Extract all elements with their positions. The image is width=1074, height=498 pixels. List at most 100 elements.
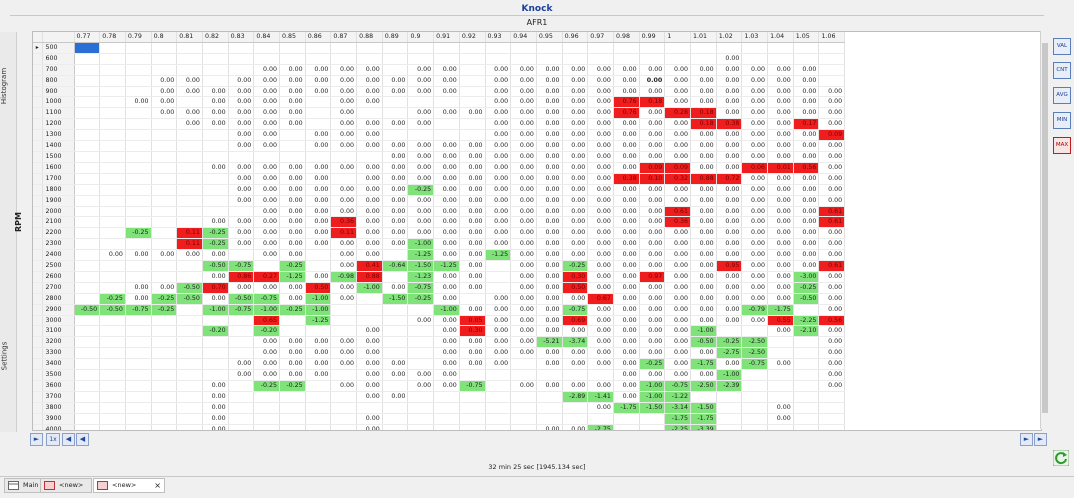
table-cell[interactable]: 0.00 <box>818 195 846 207</box>
table-cell[interactable]: 0.00 <box>664 227 691 240</box>
table-cell[interactable]: 0.00 <box>793 96 820 109</box>
row-header[interactable]: 1000 <box>42 96 75 109</box>
table-cell[interactable]: 0.00 <box>330 260 358 272</box>
table-cell[interactable]: 0.00 <box>613 325 640 338</box>
table-cell[interactable]: -0.50 <box>228 293 255 305</box>
table-cell[interactable] <box>228 380 255 392</box>
row-indicator[interactable] <box>33 64 43 76</box>
table-cell[interactable]: 0.00 <box>433 173 460 185</box>
table-cell[interactable]: -1.25 <box>407 249 435 262</box>
table-cell[interactable] <box>485 391 512 403</box>
table-cell[interactable]: 0.00 <box>330 380 358 392</box>
row-header[interactable]: 600 <box>42 53 75 65</box>
table-cell[interactable]: 0.00 <box>510 96 537 109</box>
table-cell[interactable] <box>407 358 435 371</box>
table-cell[interactable]: 0.06 <box>741 162 769 174</box>
table-cell[interactable] <box>125 347 152 360</box>
table-cell[interactable]: 0.00 <box>202 271 229 283</box>
scroll-thumb[interactable] <box>1042 43 1048 413</box>
table-cell[interactable]: 0.38 <box>716 118 743 131</box>
table-cell[interactable] <box>151 118 178 131</box>
table-cell[interactable]: 0.00 <box>741 75 769 87</box>
table-cell[interactable]: 0.00 <box>587 282 614 294</box>
table-cell[interactable]: 0.00 <box>767 227 794 240</box>
table-cell[interactable]: 0.00 <box>639 216 666 229</box>
table-cell[interactable] <box>99 315 126 327</box>
table-cell[interactable] <box>74 162 101 174</box>
table-cell[interactable]: 0.00 <box>818 282 846 294</box>
table-cell[interactable]: 0.00 <box>459 184 486 196</box>
table-cell[interactable] <box>99 369 126 381</box>
table-cell[interactable]: 0.00 <box>382 206 409 218</box>
table-cell[interactable] <box>741 413 769 425</box>
table-cell[interactable]: -1.00 <box>305 293 332 305</box>
table-cell[interactable] <box>202 151 229 163</box>
table-cell[interactable]: -0.50 <box>74 304 101 316</box>
table-cell[interactable]: -0.25 <box>639 358 666 371</box>
table-cell[interactable]: 0.00 <box>253 195 280 207</box>
table-cell[interactable] <box>639 424 666 430</box>
table-cell[interactable]: 0.00 <box>510 315 537 327</box>
table-cell[interactable]: 0.00 <box>433 206 460 218</box>
row-header[interactable]: 3000 <box>42 315 75 327</box>
row-indicator[interactable] <box>33 380 43 392</box>
table-cell[interactable]: 0.00 <box>485 118 512 131</box>
row-indicator[interactable] <box>33 402 43 414</box>
table-cell[interactable]: 0.00 <box>253 358 280 371</box>
row-header[interactable]: 3800 <box>42 402 75 414</box>
table-cell[interactable]: 0.00 <box>818 118 846 131</box>
column-header[interactable]: 0.82 <box>202 32 229 43</box>
table-cell[interactable] <box>74 184 101 196</box>
table-cell[interactable]: 0.00 <box>818 336 846 349</box>
table-cell[interactable] <box>99 413 126 425</box>
table-cell[interactable] <box>99 260 126 272</box>
table-cell[interactable] <box>305 42 332 54</box>
table-cell[interactable]: 0.00 <box>125 96 152 109</box>
table-cell[interactable]: 0.00 <box>767 249 794 262</box>
table-cell[interactable] <box>716 325 743 338</box>
table-cell[interactable]: 0.00 <box>587 216 614 229</box>
table-cell[interactable] <box>459 413 486 425</box>
column-header[interactable]: 0.97 <box>587 32 614 43</box>
table-cell[interactable]: 0.00 <box>818 173 846 185</box>
table-cell[interactable]: 0.00 <box>485 96 512 109</box>
table-cell[interactable]: 0.00 <box>818 325 846 338</box>
table-cell[interactable]: 0.00 <box>510 282 537 294</box>
table-cell[interactable]: -0.25 <box>279 380 306 392</box>
table-cell[interactable] <box>228 347 255 360</box>
table-cell[interactable] <box>741 42 769 54</box>
table-cell[interactable]: 0.88 <box>356 271 383 283</box>
table-cell[interactable] <box>74 118 101 131</box>
table-cell[interactable]: 0.00 <box>664 86 691 98</box>
table-cell[interactable]: 0.00 <box>279 173 306 185</box>
table-cell[interactable]: 0.00 <box>664 129 691 142</box>
table-cell[interactable]: 0.00 <box>228 358 255 371</box>
table-cell[interactable]: 0.00 <box>639 325 666 338</box>
table-cell[interactable]: 0.00 <box>818 271 846 283</box>
tab-main[interactable]: Main <box>4 478 46 493</box>
table-cell[interactable] <box>382 42 409 54</box>
column-header[interactable]: 0.91 <box>433 32 460 43</box>
table-cell[interactable]: 0.00 <box>202 216 229 229</box>
table-cell[interactable]: 0.00 <box>716 249 743 262</box>
table-cell[interactable]: 0.00 <box>433 380 460 392</box>
table-cell[interactable] <box>818 42 846 54</box>
row-indicator[interactable] <box>33 107 43 120</box>
row-header[interactable]: 2200 <box>42 227 75 240</box>
table-cell[interactable]: 0.00 <box>562 140 589 152</box>
table-cell[interactable]: 0.00 <box>562 358 589 371</box>
table-cell[interactable] <box>99 140 126 152</box>
table-cell[interactable]: 0.00 <box>613 293 640 305</box>
table-cell[interactable]: 0.00 <box>536 195 563 207</box>
table-cell[interactable]: 0.61 <box>818 260 846 272</box>
table-cell[interactable] <box>330 325 358 338</box>
table-cell[interactable]: 0.00 <box>562 151 589 163</box>
table-cell[interactable] <box>202 53 229 65</box>
table-cell[interactable]: 0.00 <box>382 391 409 403</box>
table-cell[interactable] <box>99 53 126 65</box>
table-cell[interactable]: -0.75 <box>228 304 255 316</box>
skip-start-icon[interactable]: ◀ <box>62 433 75 446</box>
table-cell[interactable]: 0.00 <box>536 75 563 87</box>
table-cell[interactable]: 0.00 <box>305 271 332 283</box>
table-cell[interactable]: 0.00 <box>485 75 512 87</box>
